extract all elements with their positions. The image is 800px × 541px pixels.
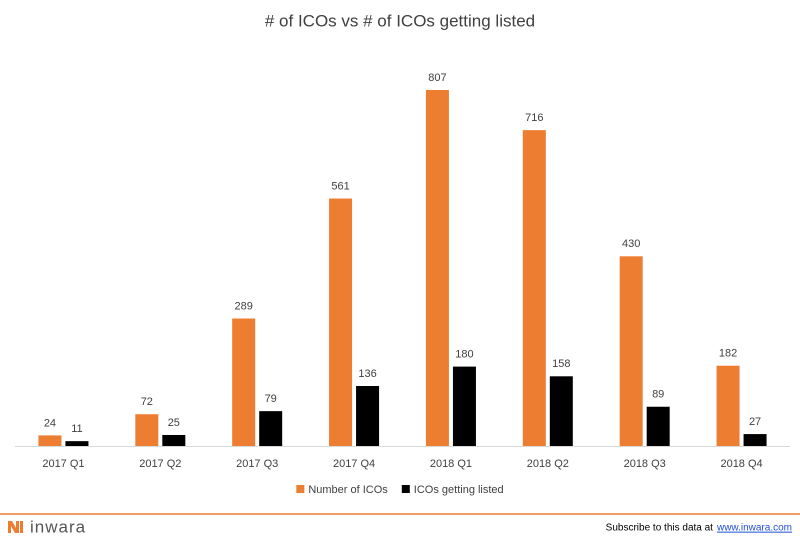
data-label: 79 xyxy=(265,393,277,405)
data-label: 136 xyxy=(358,368,376,380)
legend-swatch xyxy=(296,485,305,493)
bar xyxy=(38,435,62,446)
x-tick-label: 2018 Q4 xyxy=(720,458,762,470)
data-label: 11 xyxy=(71,423,82,435)
x-tick-label: 2018 Q3 xyxy=(624,458,666,470)
legend-label: ICOs getting listed xyxy=(414,484,504,496)
data-label: 430 xyxy=(622,238,640,250)
data-label: 25 xyxy=(168,417,180,429)
bar xyxy=(162,434,186,446)
bar xyxy=(329,198,353,446)
legend-swatch xyxy=(401,485,410,493)
bar xyxy=(135,414,159,446)
bar xyxy=(743,434,767,446)
bar xyxy=(646,406,670,446)
data-label: 24 xyxy=(44,417,56,429)
bar xyxy=(619,256,643,446)
chart-title: # of ICOs vs # of ICOs getting listed xyxy=(265,11,535,30)
x-tick-label: 2017 Q3 xyxy=(236,458,278,470)
bar xyxy=(522,130,546,446)
data-label: 72 xyxy=(141,396,153,408)
x-tick-label: 2017 Q4 xyxy=(333,458,375,470)
footer-link[interactable]: www.inwara.com xyxy=(716,523,792,534)
bar xyxy=(259,411,283,446)
x-tick-label: 2017 Q2 xyxy=(139,458,181,470)
x-tick-label: 2018 Q2 xyxy=(527,458,569,470)
data-label: 289 xyxy=(235,300,253,312)
data-label: 182 xyxy=(719,348,737,360)
bar xyxy=(452,366,476,446)
data-label: 158 xyxy=(552,358,570,370)
x-tick-label: 2017 Q1 xyxy=(42,458,84,470)
data-label: 27 xyxy=(749,416,761,428)
data-label: 716 xyxy=(525,112,543,124)
bar xyxy=(65,441,89,446)
data-label: 807 xyxy=(428,72,446,84)
x-tick-label: 2018 Q1 xyxy=(430,458,472,470)
data-label: 89 xyxy=(652,389,664,401)
logo-text: inwara xyxy=(30,517,86,536)
bar xyxy=(425,90,449,446)
data-label: 561 xyxy=(331,180,349,192)
bar xyxy=(549,376,573,446)
footer-text: Subscribe to this data at xyxy=(606,523,714,534)
bar xyxy=(232,318,256,446)
bar xyxy=(716,365,740,446)
data-label: 180 xyxy=(455,349,473,361)
logo-mark xyxy=(8,521,23,533)
bar xyxy=(356,386,380,446)
legend-label: Number of ICOs xyxy=(308,484,388,496)
